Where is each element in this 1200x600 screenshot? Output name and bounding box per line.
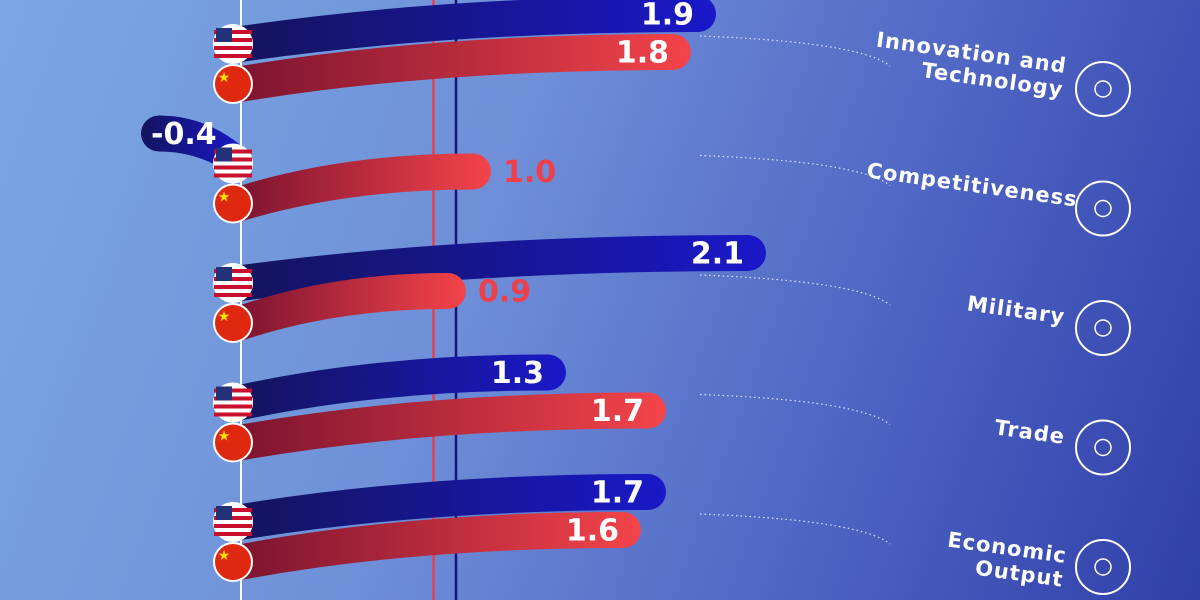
- value-label: -0.4: [151, 117, 217, 152]
- cn-flag-star: ★: [218, 429, 231, 445]
- value-label: 2.1: [691, 237, 744, 272]
- us-flag-stripe: [214, 404, 252, 409]
- connector: [699, 154, 891, 186]
- us-flag-stripe: [214, 524, 252, 528]
- cn-flag: [213, 183, 253, 224]
- us-flag-stripe: [214, 30, 252, 34]
- cn-flag: [213, 303, 253, 343]
- value-label: 1.8: [616, 36, 669, 71]
- us-flag-stripe: [214, 149, 252, 154]
- category-icon-dot: [1094, 319, 1112, 337]
- cn-flag: [213, 422, 253, 463]
- us-flag-stripe: [214, 173, 252, 178]
- bar: [241, 392, 666, 461]
- us-flag-stripe: [214, 165, 252, 170]
- value-label: 1.7: [591, 394, 644, 429]
- us-flag-stripe: [214, 516, 252, 520]
- connector: [699, 513, 891, 545]
- us-flag-stripe: [214, 157, 252, 162]
- bar: [241, 0, 716, 62]
- connector: [699, 274, 891, 306]
- us-flag-stripe: [214, 532, 252, 536]
- category-icon-dot: [1094, 438, 1112, 457]
- bar: [241, 512, 641, 580]
- category-icon: [1075, 539, 1131, 595]
- value-label: 0.9: [478, 275, 531, 310]
- category-icon: [1075, 300, 1131, 356]
- us-flag-stripe: [214, 46, 252, 50]
- cn-flag: [213, 542, 253, 582]
- cn-flag-star: ★: [218, 70, 231, 86]
- us-flag-stripe: [214, 412, 252, 417]
- value-label: 1.6: [566, 514, 619, 549]
- value-label: 1.7: [591, 476, 644, 511]
- bar: [241, 474, 666, 540]
- category-icon-dot: [1094, 80, 1112, 98]
- bar: [241, 354, 566, 421]
- category-icon: [1075, 180, 1131, 237]
- us-flag-stripe: [214, 293, 252, 297]
- us-flag-stripe: [214, 508, 252, 512]
- us-flag-stripe: [214, 277, 252, 281]
- bar: [241, 34, 691, 102]
- cn-flag-star: ★: [218, 548, 231, 564]
- category-icon: [1075, 61, 1131, 117]
- bar: [241, 153, 491, 222]
- cn-flag: [213, 64, 253, 104]
- us-flag-stripe: [214, 38, 252, 42]
- us-flag-canton: [216, 506, 232, 520]
- bar: [241, 273, 466, 341]
- us-flag-stripe: [214, 54, 252, 58]
- us-flag-canton: [216, 386, 232, 401]
- us-flag-stripe: [214, 285, 252, 289]
- us-flag-stripe: [214, 269, 252, 273]
- value-label: 1.0: [503, 155, 556, 190]
- category-icon-dot: [1094, 558, 1112, 576]
- value-label: 1.3: [491, 356, 544, 391]
- us-flag-canton: [216, 28, 232, 42]
- category-icon-dot: [1094, 199, 1112, 218]
- us-flag-canton: [216, 147, 232, 162]
- cn-flag-star: ★: [218, 190, 231, 206]
- cn-flag-star: ★: [218, 309, 231, 325]
- us-flag-canton: [216, 267, 232, 281]
- value-label: 1.9: [641, 0, 694, 33]
- connector: [699, 35, 891, 67]
- category-icon: [1075, 419, 1131, 476]
- us-flag-stripe: [214, 396, 252, 401]
- us-flag-stripe: [214, 388, 252, 393]
- connector: [699, 393, 891, 425]
